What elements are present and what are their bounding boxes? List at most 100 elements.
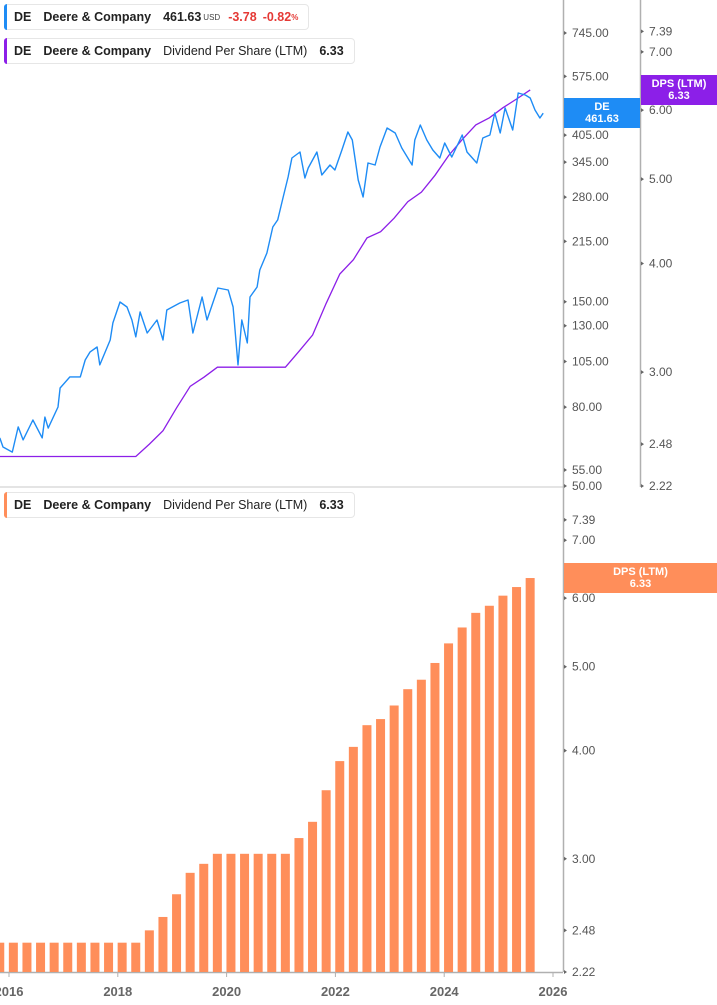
price-tick-label-mark — [564, 323, 567, 328]
dps-bottom-tick-label: 5.00 — [572, 660, 596, 674]
x-tick-label: 2020 — [212, 984, 241, 999]
dps-top-tick-label-mark — [641, 29, 644, 34]
dps-top-tick-label-mark — [641, 177, 644, 182]
price-tick-label-mark — [564, 468, 567, 472]
dps-top-tick-label-mark — [641, 261, 644, 266]
dps-bar — [226, 853, 236, 972]
price-tick-label-mark — [564, 483, 567, 488]
dps-bar — [457, 627, 467, 972]
dps-bar — [63, 942, 73, 972]
price-tick-label: 280.00 — [572, 190, 609, 204]
dps-bottom-tick-label-mark — [564, 538, 567, 543]
dps-bar — [131, 942, 141, 972]
dps-bottom-tick-label-mark — [564, 928, 567, 933]
tag-label: DPS (LTM) — [613, 566, 668, 578]
dps-top-tick-label: 4.00 — [649, 256, 673, 270]
price-tick-label-mark — [564, 299, 567, 304]
dps-bar — [294, 838, 304, 972]
dps-bar — [308, 821, 318, 972]
legend-metric: Dividend Per Share (LTM) — [163, 498, 308, 512]
dps-bar — [430, 662, 440, 972]
x-tick-label: 2026 — [539, 984, 568, 999]
dps-bar — [199, 863, 209, 972]
dps-bar — [104, 942, 114, 972]
legend-ticker: DE — [14, 44, 32, 58]
dps-bar — [484, 605, 494, 972]
price-tick-label: 575.00 — [572, 69, 609, 83]
dps-top-tick-label: 7.00 — [649, 45, 673, 59]
legend-dps-top[interactable]: DE Deere & Company Dividend Per Share (L… — [4, 38, 355, 64]
dps-bar — [498, 595, 508, 972]
dps-top-tick-label: 3.00 — [649, 365, 673, 379]
dps-bottom-tick-label-mark — [564, 748, 567, 753]
dps-bottom-tick-label-mark — [564, 664, 567, 669]
dps-bottom-tick-label-mark — [564, 517, 567, 522]
dps-bar — [144, 930, 154, 972]
dps-bar — [90, 942, 100, 972]
dps-bar — [0, 942, 5, 972]
dps-bar — [376, 719, 386, 972]
dps-bar — [348, 746, 358, 972]
x-tick-label: 2018 — [103, 984, 132, 999]
price-tick-label: 215.00 — [572, 234, 609, 248]
legend-dps-bottom[interactable]: DE Deere & Company Dividend Per Share (L… — [4, 492, 355, 518]
legend-currency: USD — [203, 12, 221, 22]
dps-top-tick-label-mark — [641, 108, 644, 113]
dps-bar — [471, 612, 481, 972]
x-tick-label: 2024 — [430, 984, 460, 999]
price-last-value-tag: DE 461.63 — [564, 98, 640, 128]
price-tick-label: 130.00 — [572, 319, 609, 333]
dps-top-tick-label: 2.22 — [649, 479, 673, 493]
dps-bottom-tick-label: 3.00 — [572, 852, 596, 866]
price-tick-label-mark — [564, 133, 567, 138]
dps-bottom-tick-label-mark — [564, 856, 567, 861]
dps-bottom-tick-label-mark — [564, 596, 567, 601]
dps-bar — [403, 689, 413, 972]
dps-bar — [36, 942, 46, 972]
dps-top-tick-label: 5.00 — [649, 172, 673, 186]
price-line — [0, 92, 544, 453]
tag-value: 6.33 — [629, 578, 652, 590]
dps-bar — [158, 916, 168, 972]
dps-bar — [22, 942, 32, 972]
dps-bottom-tick-label: 4.00 — [572, 744, 596, 758]
legend-company: Deere & Company — [43, 44, 152, 58]
price-tick-label: 50.00 — [572, 479, 602, 493]
dps-bar — [267, 853, 277, 972]
price-tick-label-mark — [564, 160, 567, 165]
dps-bottom-tick-label: 7.39 — [572, 513, 596, 527]
legend-metric: Dividend Per Share (LTM) — [163, 44, 308, 58]
price-tick-label-mark — [564, 359, 567, 364]
dps-bottom-tick-label: 6.00 — [572, 591, 596, 605]
dps-top-last-value-tag: DPS (LTM) 6.33 — [641, 75, 717, 105]
legend-change: -3.78 — [228, 10, 257, 24]
dps-bar — [321, 790, 331, 972]
dps-top-tick-label-mark — [641, 484, 644, 488]
dps-line — [0, 89, 531, 458]
price-tick-label-mark — [564, 405, 567, 410]
tag-value: 6.33 — [668, 90, 690, 102]
dps-bar — [240, 853, 250, 972]
price-tick-label: 405.00 — [572, 128, 609, 142]
dps-bottom-tick-label: 2.22 — [572, 965, 596, 979]
dps-bar — [444, 643, 454, 972]
dps-bar — [212, 853, 222, 972]
dps-bars — [0, 578, 535, 972]
dps-bar — [280, 853, 290, 972]
dps-bar — [49, 942, 59, 972]
legend-price-value: 461.63 — [163, 10, 202, 24]
price-tick-label: 150.00 — [572, 295, 609, 309]
legend-company: Deere & Company — [43, 498, 152, 512]
legend-price[interactable]: DE Deere & Company 461.63 USD -3.78 -0.8… — [4, 4, 310, 30]
price-tick-label: 55.00 — [572, 463, 602, 477]
price-tick-label-mark — [564, 239, 567, 244]
dps-bottom-tick-label: 2.48 — [572, 923, 596, 937]
dps-bar — [117, 942, 127, 972]
legend-pct-sign: % — [291, 12, 299, 22]
dps-top-tick-label: 6.00 — [649, 103, 673, 117]
dps-top-tick-label-mark — [641, 370, 644, 375]
legend-ticker: DE — [14, 10, 32, 24]
dps-bar — [416, 679, 426, 972]
